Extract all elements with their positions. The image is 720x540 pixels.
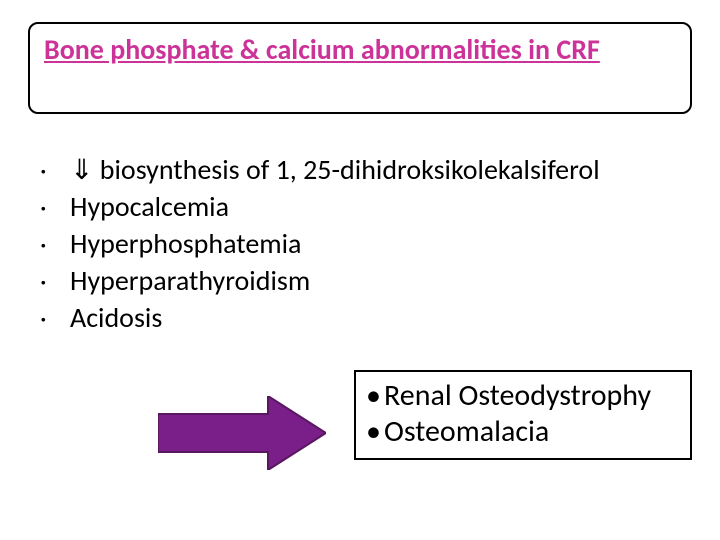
bullet-marker: · xyxy=(40,302,70,334)
arrow-shape xyxy=(158,396,326,470)
bullet-text: ⇓ biosynthesis of 1, 25-dihidroksikoleka… xyxy=(70,152,600,187)
bullet-list: · ⇓ biosynthesis of 1, 25-dihidroksikole… xyxy=(40,152,680,337)
bullet-text: Hyperparathyroidism xyxy=(70,263,310,298)
right-arrow-icon xyxy=(158,396,326,470)
result-line: • Renal Osteodystrophy xyxy=(366,378,680,414)
list-item: · Hypocalcemia xyxy=(40,189,680,224)
title-box: Bone phosphate & calcium abnormalities i… xyxy=(28,22,692,114)
bullet-marker: · xyxy=(40,154,70,186)
bullet-text: Hyperphosphatemia xyxy=(70,226,301,261)
bullet-dot-icon: • xyxy=(366,378,384,414)
bullet-marker: · xyxy=(40,191,70,223)
bullet-marker: · xyxy=(40,228,70,260)
bullet-dot-icon: • xyxy=(366,414,384,450)
list-item: · ⇓ biosynthesis of 1, 25-dihidroksikole… xyxy=(40,152,680,187)
result-box: • Renal Osteodystrophy • Osteomalacia xyxy=(354,370,692,460)
bullet-text: Acidosis xyxy=(70,300,162,335)
bullet-text: Hypocalcemia xyxy=(70,189,229,224)
result-line: • Osteomalacia xyxy=(366,414,680,450)
list-item: · Hyperparathyroidism xyxy=(40,263,680,298)
result-text: Renal Osteodystrophy xyxy=(384,378,651,414)
list-item: · Hyperphosphatemia xyxy=(40,226,680,261)
bullet-content: biosynthesis of 1, 25-dihidroksikolekals… xyxy=(93,152,599,187)
down-arrow-icon: ⇓ xyxy=(70,154,93,185)
slide-title: Bone phosphate & calcium abnormalities i… xyxy=(44,32,600,67)
result-text: Osteomalacia xyxy=(384,414,549,450)
bullet-marker: · xyxy=(40,265,70,297)
list-item: · Acidosis xyxy=(40,300,680,335)
